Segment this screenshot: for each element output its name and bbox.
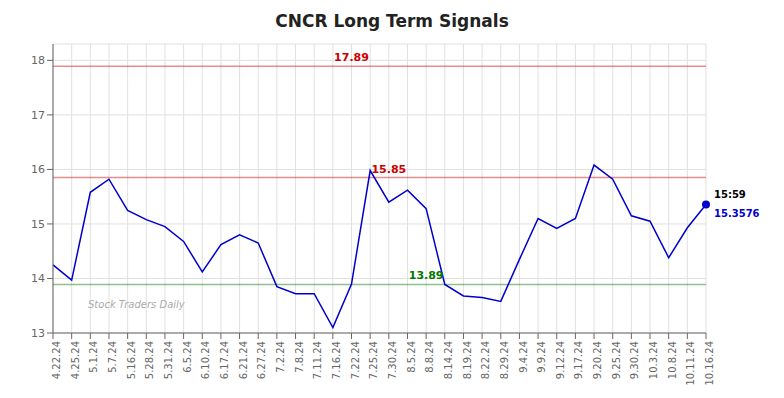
- svg-text:15.85: 15.85: [371, 163, 406, 176]
- svg-text:15.3576: 15.3576: [714, 208, 760, 219]
- svg-text:15:59: 15:59: [714, 189, 746, 200]
- svg-text:9.9.24: 9.9.24: [536, 341, 547, 373]
- svg-text:6.17.24: 6.17.24: [219, 341, 230, 379]
- svg-text:7.11.24: 7.11.24: [312, 341, 323, 379]
- svg-text:8.5.24: 8.5.24: [406, 341, 417, 373]
- svg-text:8.19.24: 8.19.24: [462, 341, 473, 379]
- svg-text:6.10.24: 6.10.24: [200, 341, 211, 379]
- html-text:Stock Traders Daily: Stock Traders Daily: [88, 299, 185, 310]
- svg-text:14: 14: [31, 272, 45, 285]
- svg-text:9.12.24: 9.12.24: [555, 341, 566, 379]
- svg-text:7.30.24: 7.30.24: [387, 341, 398, 379]
- svg-text:6.21.24: 6.21.24: [238, 341, 249, 379]
- svg-text:9.4.24: 9.4.24: [518, 341, 529, 373]
- svg-text:5.31.24: 5.31.24: [163, 341, 174, 379]
- svg-text:5.28.24: 5.28.24: [144, 341, 155, 379]
- svg-text:10.11.24: 10.11.24: [685, 341, 696, 386]
- svg-text:9.30.24: 9.30.24: [629, 341, 640, 379]
- svg-text:4.25.24: 4.25.24: [70, 341, 81, 379]
- svg-text:5.7.24: 5.7.24: [107, 341, 118, 373]
- svg-text:17.89: 17.89: [334, 51, 369, 64]
- svg-text:8.29.24: 8.29.24: [499, 341, 510, 379]
- svg-text:8.14.24: 8.14.24: [443, 341, 454, 379]
- svg-text:10.3.24: 10.3.24: [648, 341, 659, 379]
- svg-text:16: 16: [31, 163, 45, 176]
- svg-text:9.17.24: 9.17.24: [574, 341, 585, 379]
- svg-text:5.16.24: 5.16.24: [126, 341, 137, 379]
- svg-text:17: 17: [31, 109, 45, 122]
- svg-text:7.8.24: 7.8.24: [294, 341, 305, 373]
- svg-text:10.8.24: 10.8.24: [667, 341, 678, 379]
- svg-text:9.25.24: 9.25.24: [611, 341, 622, 379]
- svg-text:9.20.24: 9.20.24: [592, 341, 603, 379]
- svg-text:5.1.24: 5.1.24: [88, 341, 99, 373]
- svg-text:7.22.24: 7.22.24: [350, 341, 361, 379]
- svg-text:13.89: 13.89: [409, 269, 444, 282]
- html-text:CNCR Long Term Signals: CNCR Long Term Signals: [275, 11, 509, 31]
- svg-text:7.16.24: 7.16.24: [331, 341, 342, 379]
- svg-text:8.8.24: 8.8.24: [424, 341, 435, 373]
- svg-text:10.16.24: 10.16.24: [704, 341, 715, 386]
- svg-text:18: 18: [31, 54, 45, 67]
- svg-text:15: 15: [31, 218, 45, 231]
- svg-text:8.22.24: 8.22.24: [480, 341, 491, 379]
- svg-text:13: 13: [31, 327, 45, 340]
- svg-text:6.5.24: 6.5.24: [182, 341, 193, 373]
- svg-text:6.27.24: 6.27.24: [256, 341, 267, 379]
- svg-text:7.2.24: 7.2.24: [275, 341, 286, 373]
- svg-text:7.25.24: 7.25.24: [368, 341, 379, 379]
- svg-text:4.22.24: 4.22.24: [51, 341, 62, 379]
